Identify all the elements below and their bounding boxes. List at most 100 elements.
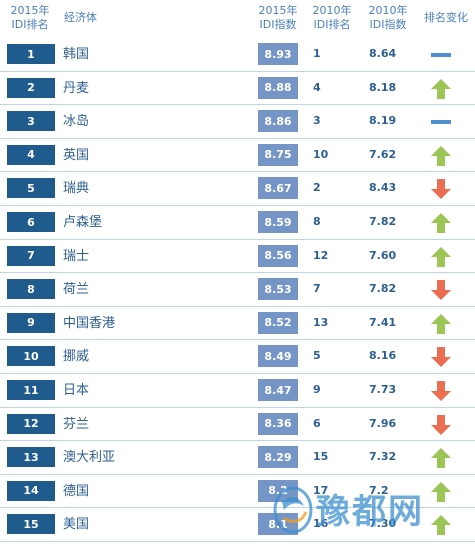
header-idi-2015-line1: 2015年 xyxy=(258,4,298,17)
table-row: 1 韩国 8.93 1 8.64 xyxy=(0,38,475,72)
idi-2010-cell: 8.64 xyxy=(369,47,397,60)
economy-cell: 瑞士 xyxy=(63,248,90,264)
economy-cell: 日本 xyxy=(63,383,90,398)
idi-2015-cell: 8.53 xyxy=(258,278,298,301)
rank-2015-cell: 5 xyxy=(7,178,55,199)
idi-2015-cell: 8.67 xyxy=(258,177,298,200)
arrow-up-icon xyxy=(429,246,453,268)
table-header: 2015年 IDI排名 经济体 2015年 IDI指数 2010年 IDI排名 … xyxy=(0,0,475,36)
header-idi-2010: 2010年 IDI指数 xyxy=(360,4,416,32)
idi-2015-cell: 8.36 xyxy=(258,412,298,435)
rank-2015-cell: 4 xyxy=(7,144,55,165)
header-idi-2015-line2: IDI指数 xyxy=(259,18,297,31)
idi-2010-cell: 8.16 xyxy=(369,349,397,363)
header-rank-2015-line2: IDI排名 xyxy=(11,18,49,31)
economy-cell: 韩国 xyxy=(63,47,90,62)
rank-2010-cell: 3 xyxy=(313,114,321,128)
idi-2015-cell: 8.29 xyxy=(258,446,298,469)
arrow-up-icon xyxy=(429,212,453,234)
rank-2015-cell: 14 xyxy=(7,480,55,501)
arrow-down-icon xyxy=(429,380,453,402)
idi-2015-cell: 8.75 xyxy=(258,143,298,166)
rank-2015-cell: 6 xyxy=(7,212,55,232)
rank-2010-cell: 17 xyxy=(313,483,329,497)
idi-2010-cell: 7.82 xyxy=(369,282,397,296)
table-row: 11 日本 8.47 9 7.73 xyxy=(0,374,475,408)
idi-2010-cell: 7.2 xyxy=(369,483,389,497)
rank-2010-cell: 1 xyxy=(313,47,321,60)
idi-2010-cell: 7.96 xyxy=(369,416,397,430)
table-row: 12 芬兰 8.36 6 7.96 xyxy=(0,408,475,442)
idi-2015-cell: 8.56 xyxy=(258,244,298,267)
rank-2015-cell: 3 xyxy=(7,111,55,132)
economy-cell: 澳大利亚 xyxy=(63,450,116,466)
economy-cell: 德国 xyxy=(63,483,90,499)
idi-2015-cell: 8.59 xyxy=(258,211,298,233)
header-idi-2015: 2015年 IDI指数 xyxy=(250,4,306,32)
rank-2010-cell: 15 xyxy=(313,450,329,464)
header-rank-2010-line2: IDI排名 xyxy=(313,18,351,31)
rank-2015-cell: 15 xyxy=(7,514,55,535)
economy-cell: 中国香港 xyxy=(63,315,116,331)
idi-2015-cell: 8.86 xyxy=(258,110,298,133)
idi-2010-cell: 7.73 xyxy=(369,383,397,396)
economy-cell: 丹麦 xyxy=(63,80,90,96)
arrow-up-icon xyxy=(429,145,453,167)
idi-2015-cell: 8.93 xyxy=(258,43,298,65)
dash-icon xyxy=(429,44,453,66)
rank-2010-cell: 12 xyxy=(313,248,329,262)
economy-cell: 美国 xyxy=(63,517,90,533)
rank-2015-cell: 12 xyxy=(7,413,55,434)
rank-2015-cell: 8 xyxy=(7,279,55,300)
idi-2015-cell: 8.52 xyxy=(258,311,298,334)
table-row: 8 荷兰 8.53 7 7.82 xyxy=(0,273,475,307)
economy-cell: 瑞典 xyxy=(63,181,90,197)
idi-2010-cell: 8.43 xyxy=(369,181,397,195)
rank-2010-cell: 9 xyxy=(313,383,321,396)
idi-2010-cell: 8.18 xyxy=(369,80,397,94)
header-idi-2010-line1: 2010年 xyxy=(368,4,408,17)
dash-icon xyxy=(429,111,453,133)
table-row: 15 美国 8.1 16 7.30 xyxy=(0,508,475,542)
rank-2010-cell: 5 xyxy=(313,349,321,363)
rank-2015-cell: 13 xyxy=(7,447,55,468)
economy-cell: 荷兰 xyxy=(63,282,90,298)
idi-2010-cell: 7.62 xyxy=(369,147,397,161)
rank-2010-cell: 2 xyxy=(313,181,321,195)
table-row: 13 澳大利亚 8.29 15 7.32 xyxy=(0,441,475,475)
idi-2015-cell: 8.2 xyxy=(258,479,298,502)
table-row: 14 德国 8.2 17 7.2 xyxy=(0,475,475,509)
idi-2015-cell: 8.88 xyxy=(258,76,298,99)
idi-2010-cell: 7.41 xyxy=(369,315,397,329)
arrow-up-icon xyxy=(429,481,453,503)
rank-2015-cell: 7 xyxy=(7,245,55,266)
arrow-down-icon xyxy=(429,279,453,301)
table-row: 7 瑞士 8.56 12 7.60 xyxy=(0,240,475,274)
header-rank-2010: 2010年 IDI排名 xyxy=(305,4,359,32)
arrow-down-icon xyxy=(429,178,453,200)
idi-2015-cell: 8.49 xyxy=(258,345,298,368)
arrow-up-icon xyxy=(429,514,453,536)
arrow-up-icon xyxy=(429,78,453,100)
table-row: 10 挪威 8.49 5 8.16 xyxy=(0,340,475,374)
arrow-down-icon xyxy=(429,346,453,368)
rank-2010-cell: 7 xyxy=(313,282,321,296)
rank-2010-cell: 13 xyxy=(313,315,329,329)
rank-2015-cell: 10 xyxy=(7,346,55,367)
table-row: 4 英国 8.75 10 7.62 xyxy=(0,139,475,173)
rank-2015-cell: 9 xyxy=(7,312,55,333)
rank-2010-cell: 8 xyxy=(313,215,321,228)
economy-cell: 芬兰 xyxy=(63,416,90,432)
table-row: 9 中国香港 8.52 13 7.41 xyxy=(0,307,475,341)
table-row: 6 卢森堡 8.59 8 7.82 xyxy=(0,206,475,240)
rank-2010-cell: 6 xyxy=(313,416,321,430)
rank-2015-cell: 11 xyxy=(7,380,55,400)
arrow-down-icon xyxy=(429,414,453,436)
idi-2010-cell: 7.60 xyxy=(369,248,397,262)
rank-2015-cell: 1 xyxy=(7,44,55,64)
rank-2010-cell: 4 xyxy=(313,80,321,94)
economy-cell: 英国 xyxy=(63,147,90,163)
header-rank-2010-line1: 2010年 xyxy=(312,4,352,17)
arrow-up-icon xyxy=(429,447,453,469)
idi-2015-cell: 8.1 xyxy=(258,513,298,536)
